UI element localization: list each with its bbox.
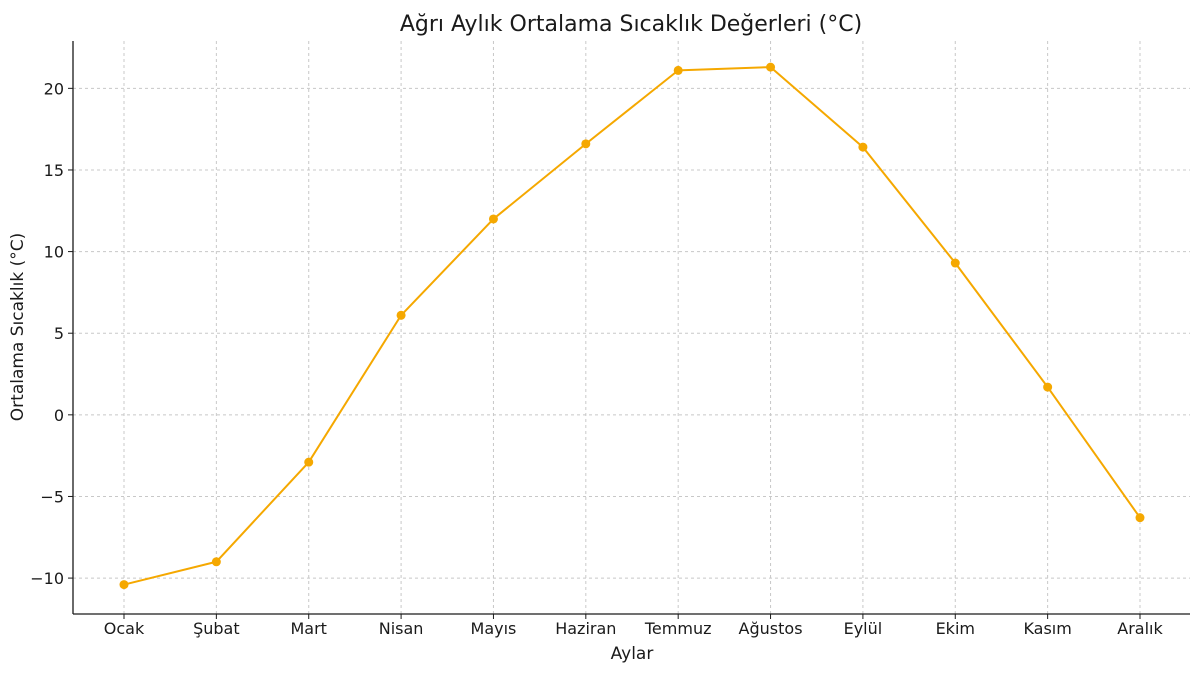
y-tick-label: 0: [54, 406, 64, 425]
data-point: [304, 457, 314, 467]
x-tick-label: Ekim: [936, 619, 975, 638]
y-tick-label: 20: [44, 79, 64, 98]
x-axis-label: Aylar: [611, 644, 654, 664]
x-tick-label: Eylül: [844, 619, 883, 638]
data-point: [766, 62, 776, 72]
y-tick-label: −5: [40, 487, 64, 506]
data-point: [396, 310, 406, 320]
x-tick-label: Aralık: [1117, 619, 1163, 638]
y-tick-label: 15: [44, 161, 64, 180]
x-tick-label: Kasım: [1023, 619, 1071, 638]
data-point: [581, 139, 591, 149]
axes: [72, 41, 1190, 615]
data-point: [211, 557, 221, 567]
data-point: [1135, 513, 1145, 523]
series-line: [123, 66, 1141, 586]
y-tick-label: −10: [30, 569, 64, 588]
x-tick-label: Şubat: [193, 619, 240, 638]
data-point: [950, 258, 960, 268]
x-tick-label: Mayıs: [471, 619, 517, 638]
x-tick-label: Ağustos: [739, 619, 803, 638]
x-tick-label: Temmuz: [644, 619, 712, 638]
x-axis-ticks: Ocak Şubat Mart Nisan Mayıs Haziran Temmuz Ağus…: [104, 614, 1163, 638]
data-point: [119, 580, 129, 590]
y-axis-ticks: −10 −5 0 5 10 15 20: [30, 79, 73, 588]
data-point: [1043, 382, 1053, 392]
x-tick-label: Ocak: [104, 619, 145, 638]
data-point: [673, 65, 683, 75]
data-point: [488, 214, 498, 224]
y-tick-label: 10: [44, 243, 64, 262]
x-tick-label: Haziran: [555, 619, 616, 638]
chart-title: Ağrı Aylık Ortalama Sıcaklık Değerleri (…: [400, 12, 862, 37]
x-tick-label: Nisan: [379, 619, 424, 638]
grid: [73, 41, 1190, 614]
series: [119, 62, 1145, 590]
y-axis-label: Ortalama Sıcaklık (°C): [8, 233, 28, 421]
y-tick-label: 5: [54, 324, 64, 343]
data-point: [858, 142, 868, 152]
x-tick-label: Mart: [290, 619, 326, 638]
